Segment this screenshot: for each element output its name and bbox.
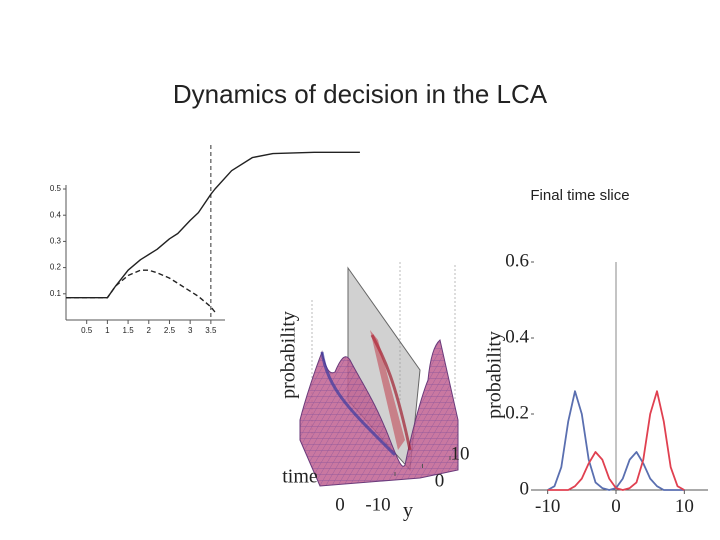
y-tick-label: 0.2 xyxy=(505,402,529,423)
y-tick-label: 0.4 xyxy=(505,326,529,347)
x-tick-label: 10 xyxy=(675,496,694,517)
slide-title: Dynamics of decision in the LCA xyxy=(173,79,548,109)
series-line xyxy=(66,151,360,299)
y-tick-label: 0.6 xyxy=(505,250,529,271)
y-tick-label: 0.5 xyxy=(50,184,62,193)
z-tick-label: 0 xyxy=(435,470,445,491)
x-tick-label: 1.5 xyxy=(123,326,135,335)
x-tick-label: 1 xyxy=(105,326,110,335)
y-tick-label: 0.2 xyxy=(50,263,62,272)
x-tick-label: 3.5 xyxy=(205,326,217,335)
time-tick-label: 0 xyxy=(335,494,345,515)
y-axis-label: probability xyxy=(484,331,506,419)
x-tick-label: -10 xyxy=(535,496,560,517)
y-tick-label: 0.4 xyxy=(50,210,62,219)
z-tick-label: -10 xyxy=(365,494,390,515)
series-line xyxy=(66,269,216,313)
y-tick-label: 0 xyxy=(520,478,530,499)
y-tick-label: 0.1 xyxy=(50,289,62,298)
x-tick-label: 0 xyxy=(611,496,621,517)
x-tick-label: 2 xyxy=(147,326,152,335)
series-line xyxy=(547,390,685,491)
axis-label: time xyxy=(282,466,318,488)
panel-note: Final time slice xyxy=(530,187,629,204)
axis-label: probability xyxy=(278,311,300,399)
surface-plot xyxy=(299,262,459,487)
x-tick-label: 0.5 xyxy=(81,326,93,335)
x-tick-label: 3 xyxy=(188,326,193,335)
z-tick-label: 10 xyxy=(451,443,470,464)
x-tick-label: 2.5 xyxy=(164,326,176,335)
surface-peak xyxy=(370,330,405,450)
y-tick-label: 0.3 xyxy=(50,237,62,246)
surface-ridge xyxy=(320,351,397,457)
axis-label: y xyxy=(403,500,413,522)
